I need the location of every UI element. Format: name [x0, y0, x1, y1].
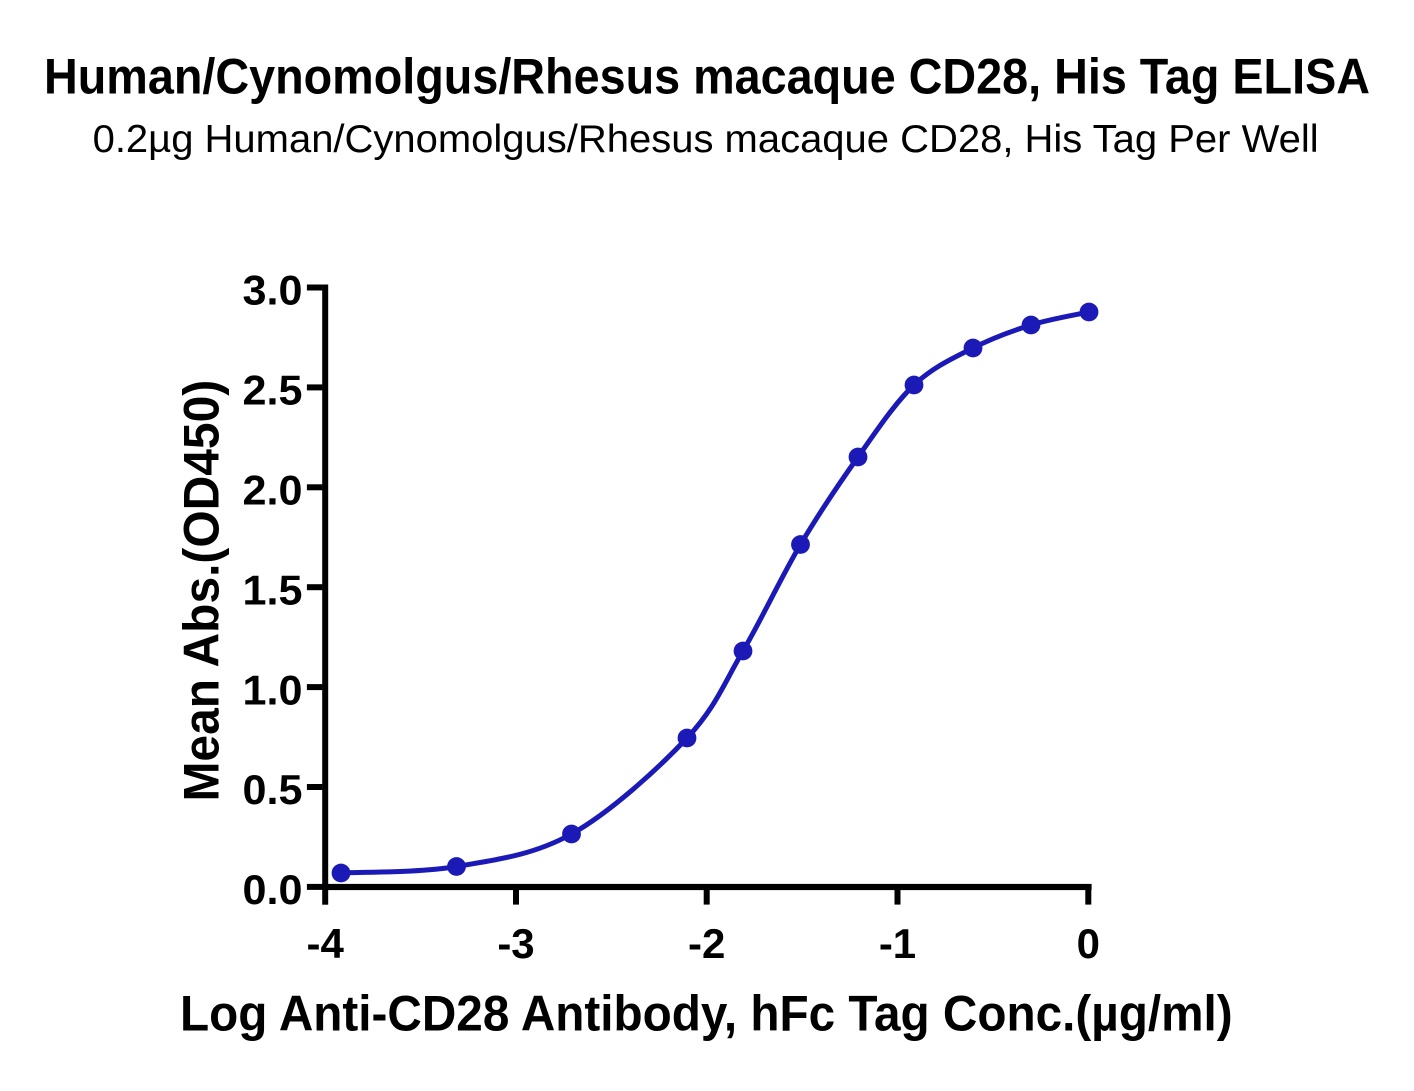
svg-text:2.0: 2.0 — [243, 467, 303, 514]
svg-text:0: 0 — [1077, 920, 1100, 967]
svg-text:-2: -2 — [688, 920, 725, 967]
svg-text:-3: -3 — [497, 920, 534, 967]
svg-text:3.0: 3.0 — [243, 267, 303, 314]
svg-text:-4: -4 — [307, 920, 345, 967]
svg-text:1.5: 1.5 — [243, 566, 303, 613]
svg-text:Mean Abs.(OD450): Mean Abs.(OD450) — [173, 380, 229, 802]
svg-text:0.2µg Human/Cynomolgus/Rhesus: 0.2µg Human/Cynomolgus/Rhesus macaque CD… — [93, 118, 1319, 161]
svg-text:0.5: 0.5 — [243, 766, 303, 813]
svg-text:-1: -1 — [879, 920, 916, 967]
svg-text:2.5: 2.5 — [243, 367, 303, 414]
svg-text:Log Anti-CD28 Antibody, hFc Ta: Log Anti-CD28 Antibody, hFc Tag Conc.(µg… — [180, 986, 1233, 1042]
svg-text:Human/Cynomolgus/Rhesus macaqu: Human/Cynomolgus/Rhesus macaque CD28, Hi… — [44, 49, 1370, 105]
svg-text:0.0: 0.0 — [243, 866, 303, 913]
svg-text:1.0: 1.0 — [243, 666, 303, 713]
